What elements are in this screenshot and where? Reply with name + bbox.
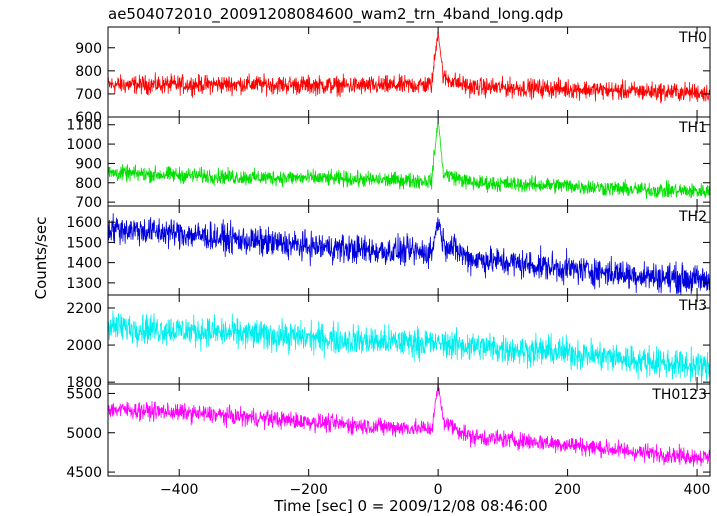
panel-label-th2: TH2 <box>678 209 707 225</box>
panel-frame <box>107 383 711 477</box>
y-tick-label: 1300 <box>66 276 102 292</box>
panel-th2: 1300 1400 1500 1600 TH2 <box>66 205 711 296</box>
panel-label-th3: TH3 <box>678 298 707 314</box>
series-line-th3 <box>108 310 710 384</box>
x-tick-label: 400 <box>684 482 711 498</box>
panel-label-th0: TH0 <box>678 30 707 46</box>
y-tick-label: 800 <box>75 64 102 80</box>
x-tick-label: 0 <box>434 482 443 498</box>
y-tick-label: 900 <box>75 156 102 172</box>
y-tick-label: 600 <box>75 110 102 126</box>
panel-label-th0123: TH0123 <box>651 387 707 403</box>
y-tick-label: 1100 <box>66 118 102 134</box>
y-tick-label: 1000 <box>66 137 102 153</box>
panel-th0: 600 700 800 900 TH0 <box>75 26 711 126</box>
y-tick-label: 5000 <box>66 426 102 442</box>
y-tick-label: 1400 <box>66 256 102 272</box>
panel-th3: 1800 2000 2200 TH3 <box>66 294 711 391</box>
series-line-th2 <box>108 213 710 295</box>
y-tick-label: 700 <box>75 87 102 103</box>
y-tick-label: 800 <box>75 176 102 192</box>
series-line-th0 <box>108 31 710 104</box>
series-line-th1 <box>108 123 710 199</box>
y-tick-label: 700 <box>75 195 102 211</box>
panel-th1: 700 800 900 1000 1100 TH1 <box>66 116 711 211</box>
y-tick-label: 1600 <box>66 215 102 231</box>
series-line-th0123 <box>108 384 710 467</box>
y-tick-label: 4500 <box>66 465 102 481</box>
panel-frame <box>107 26 711 118</box>
x-tick-label: −200 <box>289 482 327 498</box>
x-axis: −400 −200 0 200 400 <box>160 482 710 498</box>
y-tick-label: 1500 <box>66 235 102 251</box>
chart-title: ae504072010_20091208084600_wam2_trn_4ban… <box>108 5 563 24</box>
x-axis-label: Time [sec] 0 = 2009/12/08 08:46:00 <box>273 497 547 515</box>
y-tick-label: 2200 <box>66 301 102 317</box>
panel-th0123: 4500 5000 5500 TH0123 <box>66 383 711 481</box>
y-tick-label: 1800 <box>66 375 102 391</box>
y-tick-label: 5500 <box>66 386 102 402</box>
y-tick-label: 2000 <box>66 338 102 354</box>
y-axis-label: Counts/sec <box>32 217 50 300</box>
x-tick-label: −400 <box>160 482 198 498</box>
panel-label-th1: TH1 <box>678 120 707 136</box>
y-tick-label: 900 <box>75 41 102 57</box>
x-tick-label: 200 <box>554 482 581 498</box>
